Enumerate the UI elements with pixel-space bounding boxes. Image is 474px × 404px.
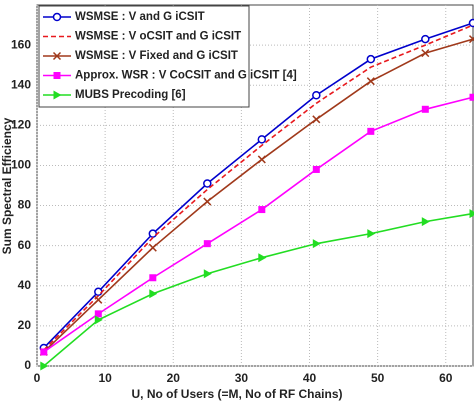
marker: [94, 295, 103, 304]
marker: [203, 179, 212, 188]
marker: [367, 229, 376, 239]
legend-box: [38, 5, 250, 108]
marker: [203, 269, 212, 279]
y-tick-label: 140: [11, 77, 31, 91]
marker: [312, 91, 321, 100]
y-tick-label: 100: [11, 158, 31, 172]
x-tick-label: 60: [439, 371, 453, 385]
marker: [40, 361, 49, 371]
x-tick-label: 50: [371, 371, 385, 385]
marker: [312, 239, 321, 249]
marker: [203, 197, 212, 206]
legend-label: WSMSE : V and G iCSIT: [75, 11, 205, 23]
legend-label: Approx. WSR : V CoCSIT and G iCSIT [4]: [75, 70, 297, 82]
legend-label: WSMSE : V oCSIT and G iCSIT: [75, 31, 241, 43]
series-line: [43, 24, 474, 351]
marker: [258, 253, 267, 263]
marker: [312, 115, 321, 124]
y-tick-label: 120: [11, 118, 31, 132]
marker: [468, 35, 474, 44]
y-tick-label: 0: [24, 358, 31, 372]
marker: [203, 240, 211, 248]
y-axis-label: Sum Spectral Efficiency: [0, 117, 14, 254]
marker: [421, 34, 430, 44]
y-tick-label: 20: [18, 318, 32, 332]
x-tick-label: 10: [98, 371, 112, 385]
x-tick-label: 0: [34, 371, 41, 385]
marker: [94, 287, 103, 297]
marker: [94, 310, 102, 318]
marker: [52, 12, 62, 22]
marker: [40, 348, 48, 356]
marker: [149, 289, 158, 299]
legend-label: WSMSE : V Fixed and G iCSIT: [75, 50, 238, 62]
marker: [421, 49, 430, 58]
x-tick-label: 40: [303, 371, 317, 385]
marker: [469, 93, 474, 101]
marker: [257, 155, 266, 164]
y-tick-label: 60: [18, 238, 32, 252]
x-tick-label: 20: [167, 371, 181, 385]
marker: [469, 209, 474, 219]
marker: [53, 90, 62, 100]
marker: [367, 127, 375, 135]
marker: [468, 18, 474, 28]
y-tick-label: 80: [18, 198, 32, 212]
marker: [366, 77, 375, 86]
x-tick-label: 30: [235, 371, 249, 385]
y-tick-label: 40: [18, 278, 32, 292]
marker: [53, 72, 61, 79]
y-tick-label: 160: [11, 37, 31, 51]
legend-label: MUBS Precoding [6]: [75, 89, 186, 101]
marker: [148, 243, 157, 252]
x-axis-label: U, No of Users (=M, No of RF Chains): [131, 387, 342, 401]
marker: [257, 135, 267, 144]
marker: [421, 217, 430, 227]
marker: [366, 54, 376, 64]
marker: [94, 315, 103, 325]
marker: [149, 274, 157, 282]
marker: [148, 229, 158, 238]
marker: [312, 165, 320, 173]
marker: [258, 206, 266, 214]
marker: [52, 51, 62, 61]
marker: [421, 105, 429, 113]
